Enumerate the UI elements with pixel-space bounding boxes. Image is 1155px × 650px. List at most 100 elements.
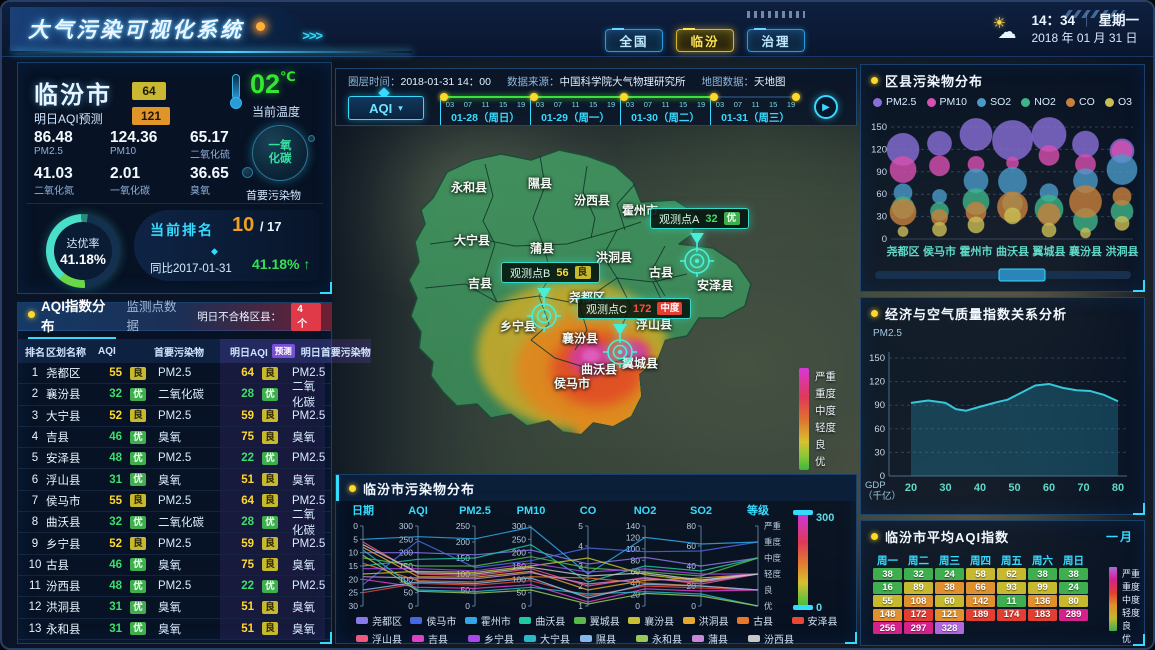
timeline-dot[interactable] <box>620 93 628 101</box>
legend-item[interactable]: CO <box>1066 96 1095 108</box>
calendar-day-cell[interactable]: 38 <box>873 568 902 580</box>
legend-item[interactable]: 蒲县 <box>692 631 748 646</box>
legend-item[interactable]: 浮山县 <box>356 631 412 646</box>
bubble-CO[interactable] <box>1069 185 1102 219</box>
calendar-day-cell[interactable]: 99 <box>1028 581 1057 594</box>
calendar-day-cell[interactable]: 55 <box>873 595 902 607</box>
bubble-O3[interactable] <box>1114 215 1130 231</box>
calendar-day-cell[interactable]: 16 <box>873 581 902 594</box>
calendar-day-cell[interactable]: 297 <box>904 622 933 634</box>
calendar-day-cell[interactable]: 142 <box>966 595 995 607</box>
calendar-day-cell[interactable]: 148 <box>873 608 902 621</box>
legend-item[interactable]: 侯马市 <box>410 613 464 628</box>
bubble-O3[interactable] <box>1041 222 1057 238</box>
table-row[interactable]: 5 安泽县 48 优 PM2.5 22 优 PM2.5 <box>18 448 331 470</box>
legend-item[interactable]: 大宁县 <box>524 631 580 646</box>
legend-item[interactable]: 翼城县 <box>573 613 628 628</box>
legend-item[interactable]: PM10 <box>926 96 967 108</box>
legend-item[interactable]: O3 <box>1104 96 1132 108</box>
table-row[interactable]: 7 侯马市 55 良 PM2.5 64 良 PM2.5 <box>18 490 331 513</box>
station-tooltip[interactable]: 观测点C 172 中度 <box>577 298 692 319</box>
legend-item[interactable]: 尧都区 <box>356 613 410 628</box>
timeline-day-segment[interactable]: 03 07 11 15 19 01-29（周一） <box>530 99 620 125</box>
legend-item[interactable]: 古县 <box>737 613 791 628</box>
timeline-dot[interactable] <box>530 93 538 101</box>
bubble-PM10[interactable] <box>929 155 950 177</box>
calendar-day-cell[interactable]: 58 <box>966 568 995 580</box>
table-row[interactable]: 12 洪洞县 31 优臭氧 51 良臭氧 <box>18 597 331 619</box>
legend-item[interactable]: 汾西县 <box>748 631 804 646</box>
timeline[interactable]: 03 07 11 15 19 01-28（周日） 03 07 11 15 19 01-29（周一） 03… <box>440 93 800 125</box>
calendar-day-cell[interactable]: 89 <box>904 581 933 594</box>
legend-item[interactable]: 乡宁县 <box>468 631 524 646</box>
bubble-SO2[interactable] <box>998 167 1027 197</box>
nav-button-national[interactable]: 全国 <box>605 28 663 52</box>
table-row[interactable]: 10 古县 46 优臭氧 75 良臭氧 <box>18 554 331 576</box>
legend-item[interactable]: 襄汾县 <box>628 613 682 628</box>
bubble-CO[interactable] <box>1112 186 1132 206</box>
calendar-day-cell[interactable]: 172 <box>904 608 933 621</box>
calendar-day-cell[interactable]: 121 <box>935 608 964 621</box>
bubble-PM2.5[interactable] <box>992 119 1033 161</box>
calendar-day-cell[interactable]: 108 <box>904 595 933 607</box>
calendar-day-cell[interactable]: 256 <box>873 622 902 634</box>
bubble-O3[interactable] <box>932 221 947 237</box>
calendar-day-cell[interactable]: 32 <box>904 568 933 580</box>
table-row[interactable]: 13 永和县 31 优臭氧 51 良臭氧 <box>18 618 331 640</box>
play-button[interactable]: ▶ <box>814 95 838 119</box>
calendar-day-cell[interactable]: 60 <box>935 595 964 607</box>
nav-button-linfen[interactable]: 临汾 <box>676 28 734 52</box>
table-row[interactable]: 11 汾西县 48 优 PM2.5 22 优 PM2.5 <box>18 575 331 598</box>
calendar-day-cell[interactable]: 38 <box>1028 568 1057 580</box>
bubble-O3[interactable] <box>1004 207 1021 225</box>
bubble-O3[interactable] <box>967 216 985 234</box>
bubble-CO[interactable] <box>1037 202 1061 226</box>
bubble-PM2.5[interactable] <box>959 117 993 151</box>
table-row[interactable]: 1 尧都区 55 良 PM2.5 64 良 PM2.5 <box>18 363 331 385</box>
legend-item[interactable]: 曲沃县 <box>519 613 573 628</box>
tab-station-data[interactable]: 监测点数据 <box>126 299 177 333</box>
tab-aqi-distribution[interactable]: AQI指数分布 <box>28 295 117 339</box>
scrollbar-thumb[interactable] <box>998 268 1046 282</box>
bubble-O3[interactable] <box>897 226 909 238</box>
calendar-day-cell[interactable]: 38 <box>935 581 964 594</box>
timeline-dot[interactable] <box>792 93 800 101</box>
timeline-day-segment[interactable]: 03 07 11 15 19 01-28（周日） <box>440 99 530 125</box>
legend-item[interactable]: 安泽县 <box>791 613 846 628</box>
legend-item[interactable]: SO2 <box>977 96 1011 108</box>
legend-item[interactable]: 隰县 <box>580 631 636 646</box>
calendar-day-cell[interactable]: 136 <box>1028 595 1057 607</box>
legend-item[interactable]: NO2 <box>1021 96 1056 108</box>
calendar-day-cell[interactable]: 93 <box>997 581 1026 594</box>
calendar-day-cell[interactable]: 80 <box>1059 595 1088 607</box>
bubble-PM2.5[interactable] <box>1072 130 1099 158</box>
calendar-day-cell[interactable]: 62 <box>997 568 1026 580</box>
calendar-day-cell[interactable]: 183 <box>1028 608 1057 621</box>
calendar-day-cell[interactable]: 189 <box>966 608 995 621</box>
calendar-day-cell[interactable]: 66 <box>966 581 995 594</box>
table-row[interactable]: 2 襄汾县 32 优二氧化碳 28 优二氧化碳 <box>18 381 331 409</box>
station-tooltip[interactable]: 观测点A 32 优 <box>650 208 749 229</box>
bubble-SO2[interactable] <box>932 188 947 204</box>
calendar-day-cell[interactable]: 24 <box>1059 581 1088 594</box>
metric-select[interactable]: AQI ▾ <box>348 96 424 120</box>
timeline-day-segment[interactable]: 03 07 11 15 19 01-30（周二） <box>620 99 710 125</box>
timeline-dot[interactable] <box>440 93 448 101</box>
calendar-day-cell[interactable]: 174 <box>997 608 1026 621</box>
bubble-PM10[interactable] <box>1038 144 1060 166</box>
choropleth-map[interactable]: 永和县隰县汾西县霍州市大宁县蒲县洪洞县古县安泽县吉县尧都区乡宁县襄汾县浮山县曲沃… <box>335 126 857 472</box>
bubble-CO[interactable] <box>889 198 917 226</box>
table-row[interactable]: 8 曲沃县 32 优二氧化碳 28 优二氧化碳 <box>18 509 331 537</box>
calendar-day-cell[interactable]: 11 <box>997 595 1026 607</box>
calendar-day-cell[interactable]: 24 <box>935 568 964 580</box>
bubble-PM10[interactable] <box>889 156 917 184</box>
calendar-day-cell[interactable]: 289 <box>1059 608 1088 621</box>
table-row[interactable]: 6 浮山县 31 优臭氧 51 良臭氧 <box>18 469 331 491</box>
bubble-PM2.5[interactable] <box>927 130 952 156</box>
nav-button-governance[interactable]: 治理 <box>747 28 805 52</box>
timeline-dot[interactable] <box>710 93 718 101</box>
legend-item[interactable]: PM2.5 <box>873 96 916 108</box>
legend-item[interactable]: 吉县 <box>412 631 468 646</box>
bubble-O3[interactable] <box>1080 227 1091 239</box>
timeline-day-segment[interactable]: 03 07 11 15 19 01-31（周三） <box>710 99 800 125</box>
